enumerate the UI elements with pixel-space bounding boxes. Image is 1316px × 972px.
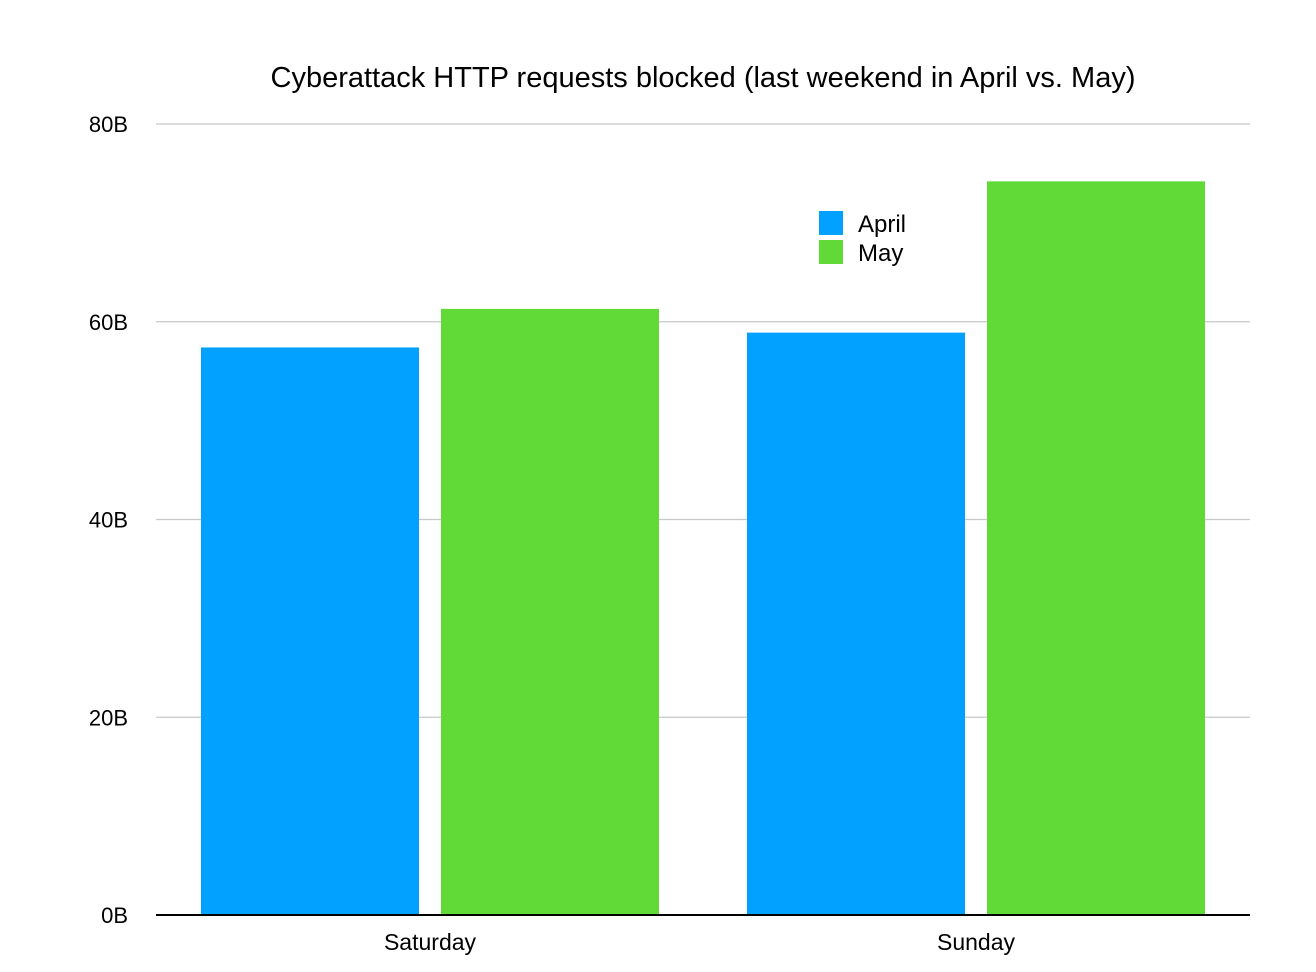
legend-swatch-may [819, 240, 843, 264]
chart-title: Cyberattack HTTP requests blocked (last … [271, 62, 1136, 94]
bar-may-sunday [987, 181, 1205, 915]
legend-swatch-april [819, 211, 843, 235]
x-axis-tick-labels: Saturday Sunday [384, 929, 1016, 955]
bars [201, 181, 1205, 916]
bar-april-saturday [201, 347, 419, 915]
legend-label-april: April [858, 211, 906, 238]
y-tick-label: 60B [89, 310, 128, 335]
x-tick-label: Saturday [384, 929, 477, 955]
legend-label-may: May [858, 240, 903, 267]
bar-april-sunday [747, 332, 965, 916]
x-tick-label: Sunday [937, 929, 1016, 955]
y-tick-label: 80B [89, 112, 128, 137]
y-axis-tick-labels: 0B 20B 40B 60B 80B [89, 112, 128, 928]
y-tick-label: 20B [89, 705, 128, 730]
bar-may-saturday [441, 308, 659, 915]
y-tick-label: 0B [101, 903, 128, 928]
y-tick-label: 40B [89, 508, 128, 533]
